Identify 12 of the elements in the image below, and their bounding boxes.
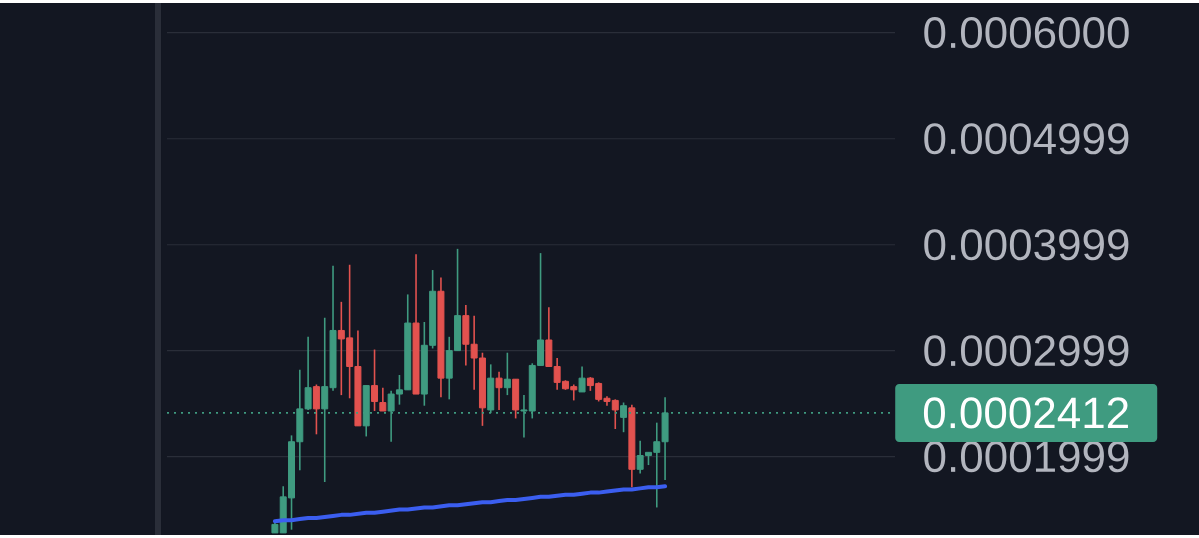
y-tick-label: 0.0001999 <box>924 441 1129 473</box>
candlestick <box>503 351 511 396</box>
candlestick <box>495 370 503 411</box>
y-tick-label: 0.0006000 <box>924 17 1129 49</box>
candlestick <box>578 365 586 393</box>
y-tick-label: 0.0002999 <box>924 335 1129 367</box>
ref-line-label: 0.0002412 <box>923 397 1128 429</box>
candlestick <box>371 348 379 412</box>
candlestick <box>379 386 387 412</box>
candlestick <box>312 383 320 436</box>
y-tick-label: 0.0004999 <box>924 123 1129 155</box>
y-tick-label: 0.0003999 <box>924 229 1129 261</box>
